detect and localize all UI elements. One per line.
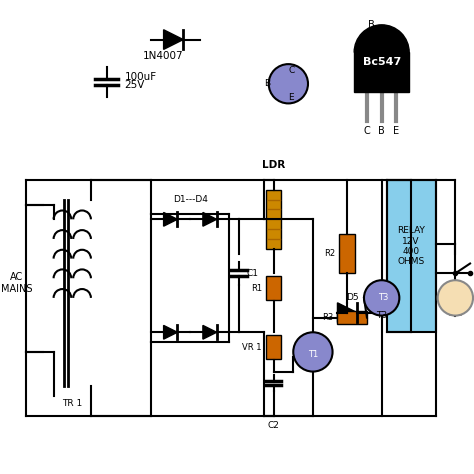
Text: D1---D4: D1---D4 (173, 195, 208, 204)
FancyBboxPatch shape (266, 276, 282, 301)
Text: VR 1: VR 1 (242, 343, 262, 352)
Text: D5: D5 (346, 293, 358, 302)
Text: T1: T1 (308, 350, 318, 359)
Text: B: B (264, 79, 270, 88)
FancyBboxPatch shape (266, 190, 282, 249)
Text: Bc547: Bc547 (363, 57, 401, 67)
Text: C1: C1 (246, 269, 258, 278)
Circle shape (293, 332, 333, 372)
Wedge shape (354, 25, 409, 52)
Text: R1: R1 (251, 283, 262, 292)
FancyBboxPatch shape (387, 180, 436, 332)
Circle shape (364, 280, 400, 316)
Text: C2: C2 (268, 421, 280, 430)
FancyBboxPatch shape (339, 234, 355, 273)
FancyBboxPatch shape (354, 52, 409, 91)
Circle shape (269, 64, 308, 103)
Polygon shape (203, 212, 217, 226)
Polygon shape (164, 30, 183, 49)
Circle shape (438, 280, 473, 316)
Text: E: E (289, 93, 294, 102)
FancyBboxPatch shape (337, 310, 367, 324)
Text: C: C (288, 65, 294, 74)
FancyBboxPatch shape (266, 335, 282, 359)
Text: B: B (368, 20, 375, 30)
Text: 100uF: 100uF (124, 72, 156, 82)
Text: AC
MAINS: AC MAINS (0, 273, 32, 294)
Text: T3: T3 (378, 293, 389, 302)
Polygon shape (164, 212, 177, 226)
Text: R2: R2 (324, 249, 336, 258)
Text: TR 1: TR 1 (62, 399, 82, 408)
Text: RELAY
12V
400
OHMS: RELAY 12V 400 OHMS (397, 226, 425, 266)
Text: B: B (378, 126, 385, 136)
Text: R3: R3 (322, 313, 334, 322)
Text: 1N4007: 1N4007 (143, 51, 184, 61)
Polygon shape (203, 326, 217, 339)
Text: T3: T3 (376, 311, 387, 320)
Text: C: C (364, 126, 370, 136)
Polygon shape (337, 303, 357, 322)
Text: LDR: LDR (262, 160, 285, 170)
Text: E: E (393, 126, 400, 136)
Polygon shape (164, 326, 177, 339)
Text: 25V: 25V (124, 80, 145, 90)
